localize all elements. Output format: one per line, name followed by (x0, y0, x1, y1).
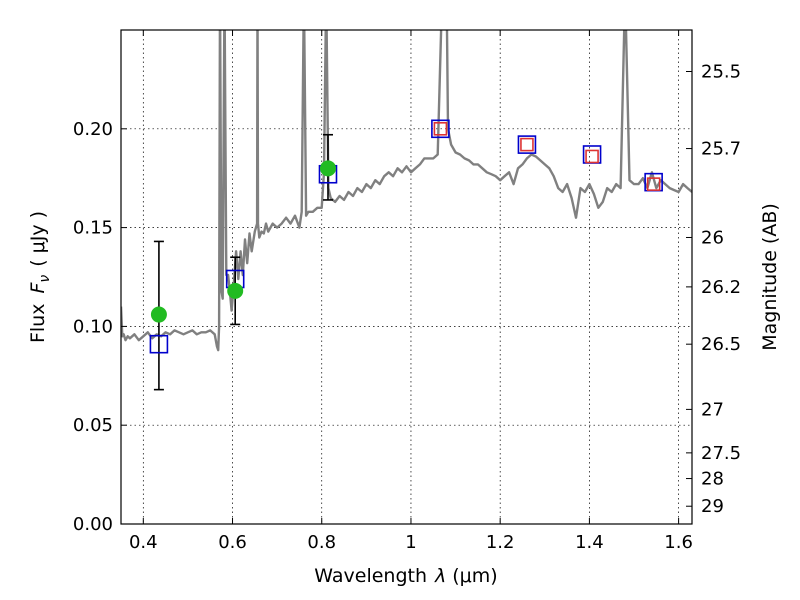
y-axis-label-subscript: ν (37, 275, 53, 283)
square-marker (517, 135, 537, 154)
circle-marker (319, 160, 336, 177)
square-marker (149, 334, 169, 354)
x-tick-label: 1.6 (664, 532, 693, 553)
y-tick-label: 0.10 (73, 316, 113, 337)
x-axis-ticks: 0.4 0.6 0.8 1 1.2 1.4 1.6 (129, 30, 693, 553)
y-axis-ticks: 0.00 0.05 0.10 0.15 0.20 (73, 119, 127, 535)
magnitude-tick-label: 27 (701, 399, 724, 420)
x-tick-label: 0.8 (307, 532, 336, 553)
magnitude-tick-label: 26 (701, 227, 724, 248)
plot-frame (120, 29, 693, 525)
x-axis-label-unit: (μm) (452, 565, 497, 587)
x-tick-label: 0.4 (129, 532, 158, 553)
magnitude-tick-label: 26.2 (701, 277, 741, 298)
y-axis-label-symbol: F (27, 282, 49, 294)
x-tick-label: 1.2 (486, 532, 515, 553)
circle-marker (227, 282, 244, 299)
y-axis-label: Flux Fν ( μJy ) (27, 211, 53, 343)
square-marker (646, 177, 661, 191)
y-tick-label: 0.20 (73, 119, 113, 140)
magnitude-axis-label: Magnitude (AB) (759, 203, 781, 351)
square-marker (433, 122, 448, 136)
square-marker (585, 149, 599, 164)
x-axis-label-symbol: λ (434, 565, 446, 587)
y-axis-label-unit: ( μJy ) (27, 211, 49, 267)
magnitude-axis-ticks: 25.5 25.7 26 26.2 26.5 27 27.5 28 29 (686, 61, 741, 517)
magnitude-tick-label: 26.5 (701, 334, 741, 355)
magnitude-tick-label: 29 (701, 496, 724, 517)
square-marker (520, 137, 534, 152)
y-axis-label-text: Flux (27, 304, 49, 344)
x-tick-label: 1 (405, 532, 416, 553)
y-tick-label: 0.00 (73, 514, 113, 535)
x-tick-label: 0.6 (218, 532, 247, 553)
plot-area (121, 30, 692, 391)
magnitude-tick-label: 25.7 (701, 139, 741, 160)
magnitude-tick-label: 25.5 (701, 61, 741, 82)
magnitude-tick-label: 27.5 (701, 443, 741, 464)
x-axis-label-text: Wavelength (314, 565, 427, 587)
data-markers (149, 119, 663, 354)
y-tick-label: 0.15 (73, 218, 113, 239)
sed-model-line (121, 30, 692, 352)
square-marker (431, 119, 450, 139)
magnitude-tick-label: 28 (701, 469, 724, 490)
x-tick-label: 1.4 (575, 532, 604, 553)
y-tick-label: 0.05 (73, 415, 113, 436)
circle-marker (150, 306, 167, 323)
x-axis-label: Wavelength λ (μm) (314, 565, 497, 587)
plot-background (121, 30, 692, 524)
